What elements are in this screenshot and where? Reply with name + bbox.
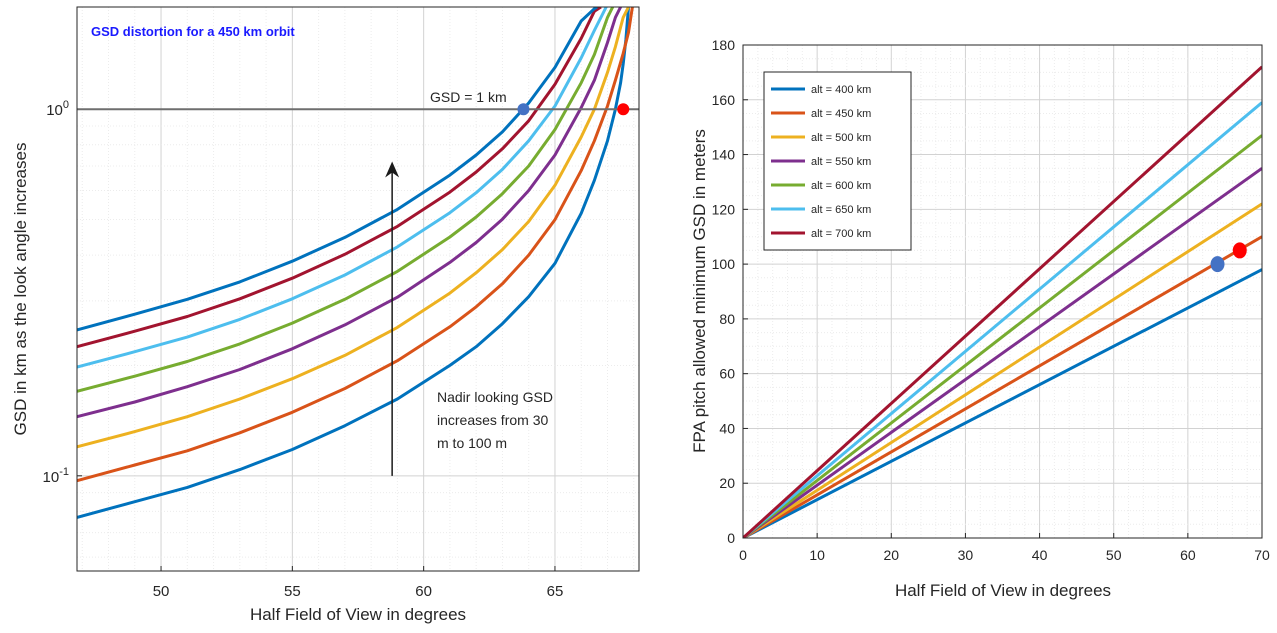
left-series-line-6 bbox=[77, 7, 608, 369]
legend-label-5: alt = 600 km bbox=[811, 180, 871, 192]
left-y-tick-exponent: 0 bbox=[63, 99, 69, 111]
left-x-ticks: 50 55 60 65 bbox=[153, 566, 564, 600]
nadir-annotation-line-1: Nadir looking GSD bbox=[437, 389, 553, 405]
left-series-line-4 bbox=[77, 7, 622, 419]
left-series-line-3 bbox=[77, 7, 630, 449]
left-series-line-5 bbox=[77, 7, 615, 393]
right-x-tick-label: 60 bbox=[1180, 547, 1196, 563]
right-y-tick-label: 0 bbox=[727, 530, 735, 546]
right-x-tick-label: 50 bbox=[1106, 547, 1122, 563]
left-y-tick-label: 10-1 bbox=[43, 466, 69, 486]
right-y-tick-label: 100 bbox=[712, 256, 736, 272]
left-x-tick-label: 55 bbox=[284, 583, 301, 600]
left-x-tick-label: 65 bbox=[547, 583, 564, 600]
right-series-line-3 bbox=[743, 202, 1262, 538]
right-x-tick-label: 10 bbox=[809, 547, 825, 563]
right-series-line-7 bbox=[743, 65, 1262, 538]
left-x-axis-label: Half Field of View in degrees bbox=[250, 605, 466, 624]
left-axes-box bbox=[76, 6, 640, 572]
right-x-axis-label: Half Field of View in degrees bbox=[895, 581, 1111, 600]
left-series-line-8 bbox=[77, 7, 598, 332]
nadir-annotation-line-3: m to 100 m bbox=[437, 435, 507, 451]
right-series-line-2 bbox=[743, 235, 1262, 538]
nadir-annotation: Nadir looking GSD increases from 30 m to… bbox=[437, 389, 557, 451]
legend-label-6: alt = 650 km bbox=[811, 204, 871, 216]
right-x-tick-label: 40 bbox=[1032, 547, 1048, 563]
left-arrow-group bbox=[385, 161, 400, 476]
left-y-tick-base: 10 bbox=[43, 469, 60, 486]
left-series bbox=[77, 7, 634, 519]
right-series-line-4 bbox=[743, 167, 1262, 538]
right-y-axis-label: FPA pitch allowed minimum GSD in meters bbox=[690, 129, 709, 453]
legend-label-2: alt = 450 km bbox=[811, 108, 871, 120]
right-y-tick-label: 180 bbox=[712, 37, 736, 53]
left-y-tick-label: 100 bbox=[46, 99, 69, 119]
left-plot-area bbox=[77, 7, 639, 571]
left-marker-2 bbox=[617, 103, 630, 116]
right-y-tick-label: 140 bbox=[712, 147, 736, 163]
legend-label-4: alt = 550 km bbox=[811, 156, 871, 168]
left-y-tick-base: 10 bbox=[46, 102, 63, 119]
right-y-tick-label: 60 bbox=[719, 366, 735, 382]
right-y-tick-label: 120 bbox=[712, 201, 736, 217]
legend-label-3: alt = 500 km bbox=[811, 132, 871, 144]
nadir-annotation-line-2: increases from 30 bbox=[437, 412, 548, 428]
left-chart-title: GSD distortion for a 450 km orbit bbox=[91, 24, 295, 39]
right-x-ticks: 0 10 20 30 40 50 60 70 bbox=[739, 533, 1270, 563]
left-y-tick-exponent: -1 bbox=[59, 466, 69, 478]
right-series bbox=[743, 65, 1262, 538]
left-y-axis-label: GSD in km as the look angle increases bbox=[11, 143, 30, 436]
right-x-tick-label: 0 bbox=[739, 547, 747, 563]
right-y-tick-label: 40 bbox=[719, 420, 735, 436]
legend-label-7: alt = 700 km bbox=[811, 228, 871, 240]
left-series-line-1 bbox=[77, 7, 630, 519]
left-series-line-2 bbox=[77, 7, 634, 483]
right-points bbox=[1210, 242, 1247, 273]
right-legend: alt = 400 km alt = 450 km alt = 500 km alt … bbox=[763, 71, 912, 251]
legend-label-1: alt = 400 km bbox=[811, 84, 871, 96]
right-chart: 0 10 20 30 40 50 60 70 0 20 40 60 80 100 120 140 160 180… bbox=[690, 37, 1270, 600]
gsd-1km-label: GSD = 1 km bbox=[430, 89, 507, 105]
right-x-tick-label: 70 bbox=[1254, 547, 1270, 563]
right-y-tick-label: 80 bbox=[719, 311, 735, 327]
right-axes-box bbox=[742, 44, 1263, 539]
right-marker-1 bbox=[1210, 256, 1225, 273]
right-series-line-5 bbox=[743, 134, 1262, 538]
right-marker-2 bbox=[1232, 242, 1247, 259]
right-x-tick-label: 30 bbox=[958, 547, 974, 563]
left-points bbox=[517, 103, 630, 116]
gsd-increase-arrow-head bbox=[385, 161, 400, 178]
right-y-ticks: 0 20 40 60 80 100 120 140 160 180 bbox=[712, 37, 748, 546]
left-x-tick-label: 60 bbox=[415, 583, 432, 600]
right-series-line-1 bbox=[743, 268, 1262, 538]
left-marker-1 bbox=[517, 103, 530, 116]
left-series-line-7 bbox=[77, 7, 602, 349]
right-series-line-6 bbox=[743, 101, 1262, 538]
right-x-tick-label: 20 bbox=[883, 547, 899, 563]
left-x-tick-label: 50 bbox=[153, 583, 170, 600]
right-y-tick-label: 160 bbox=[712, 92, 736, 108]
right-y-tick-label: 20 bbox=[719, 475, 735, 491]
